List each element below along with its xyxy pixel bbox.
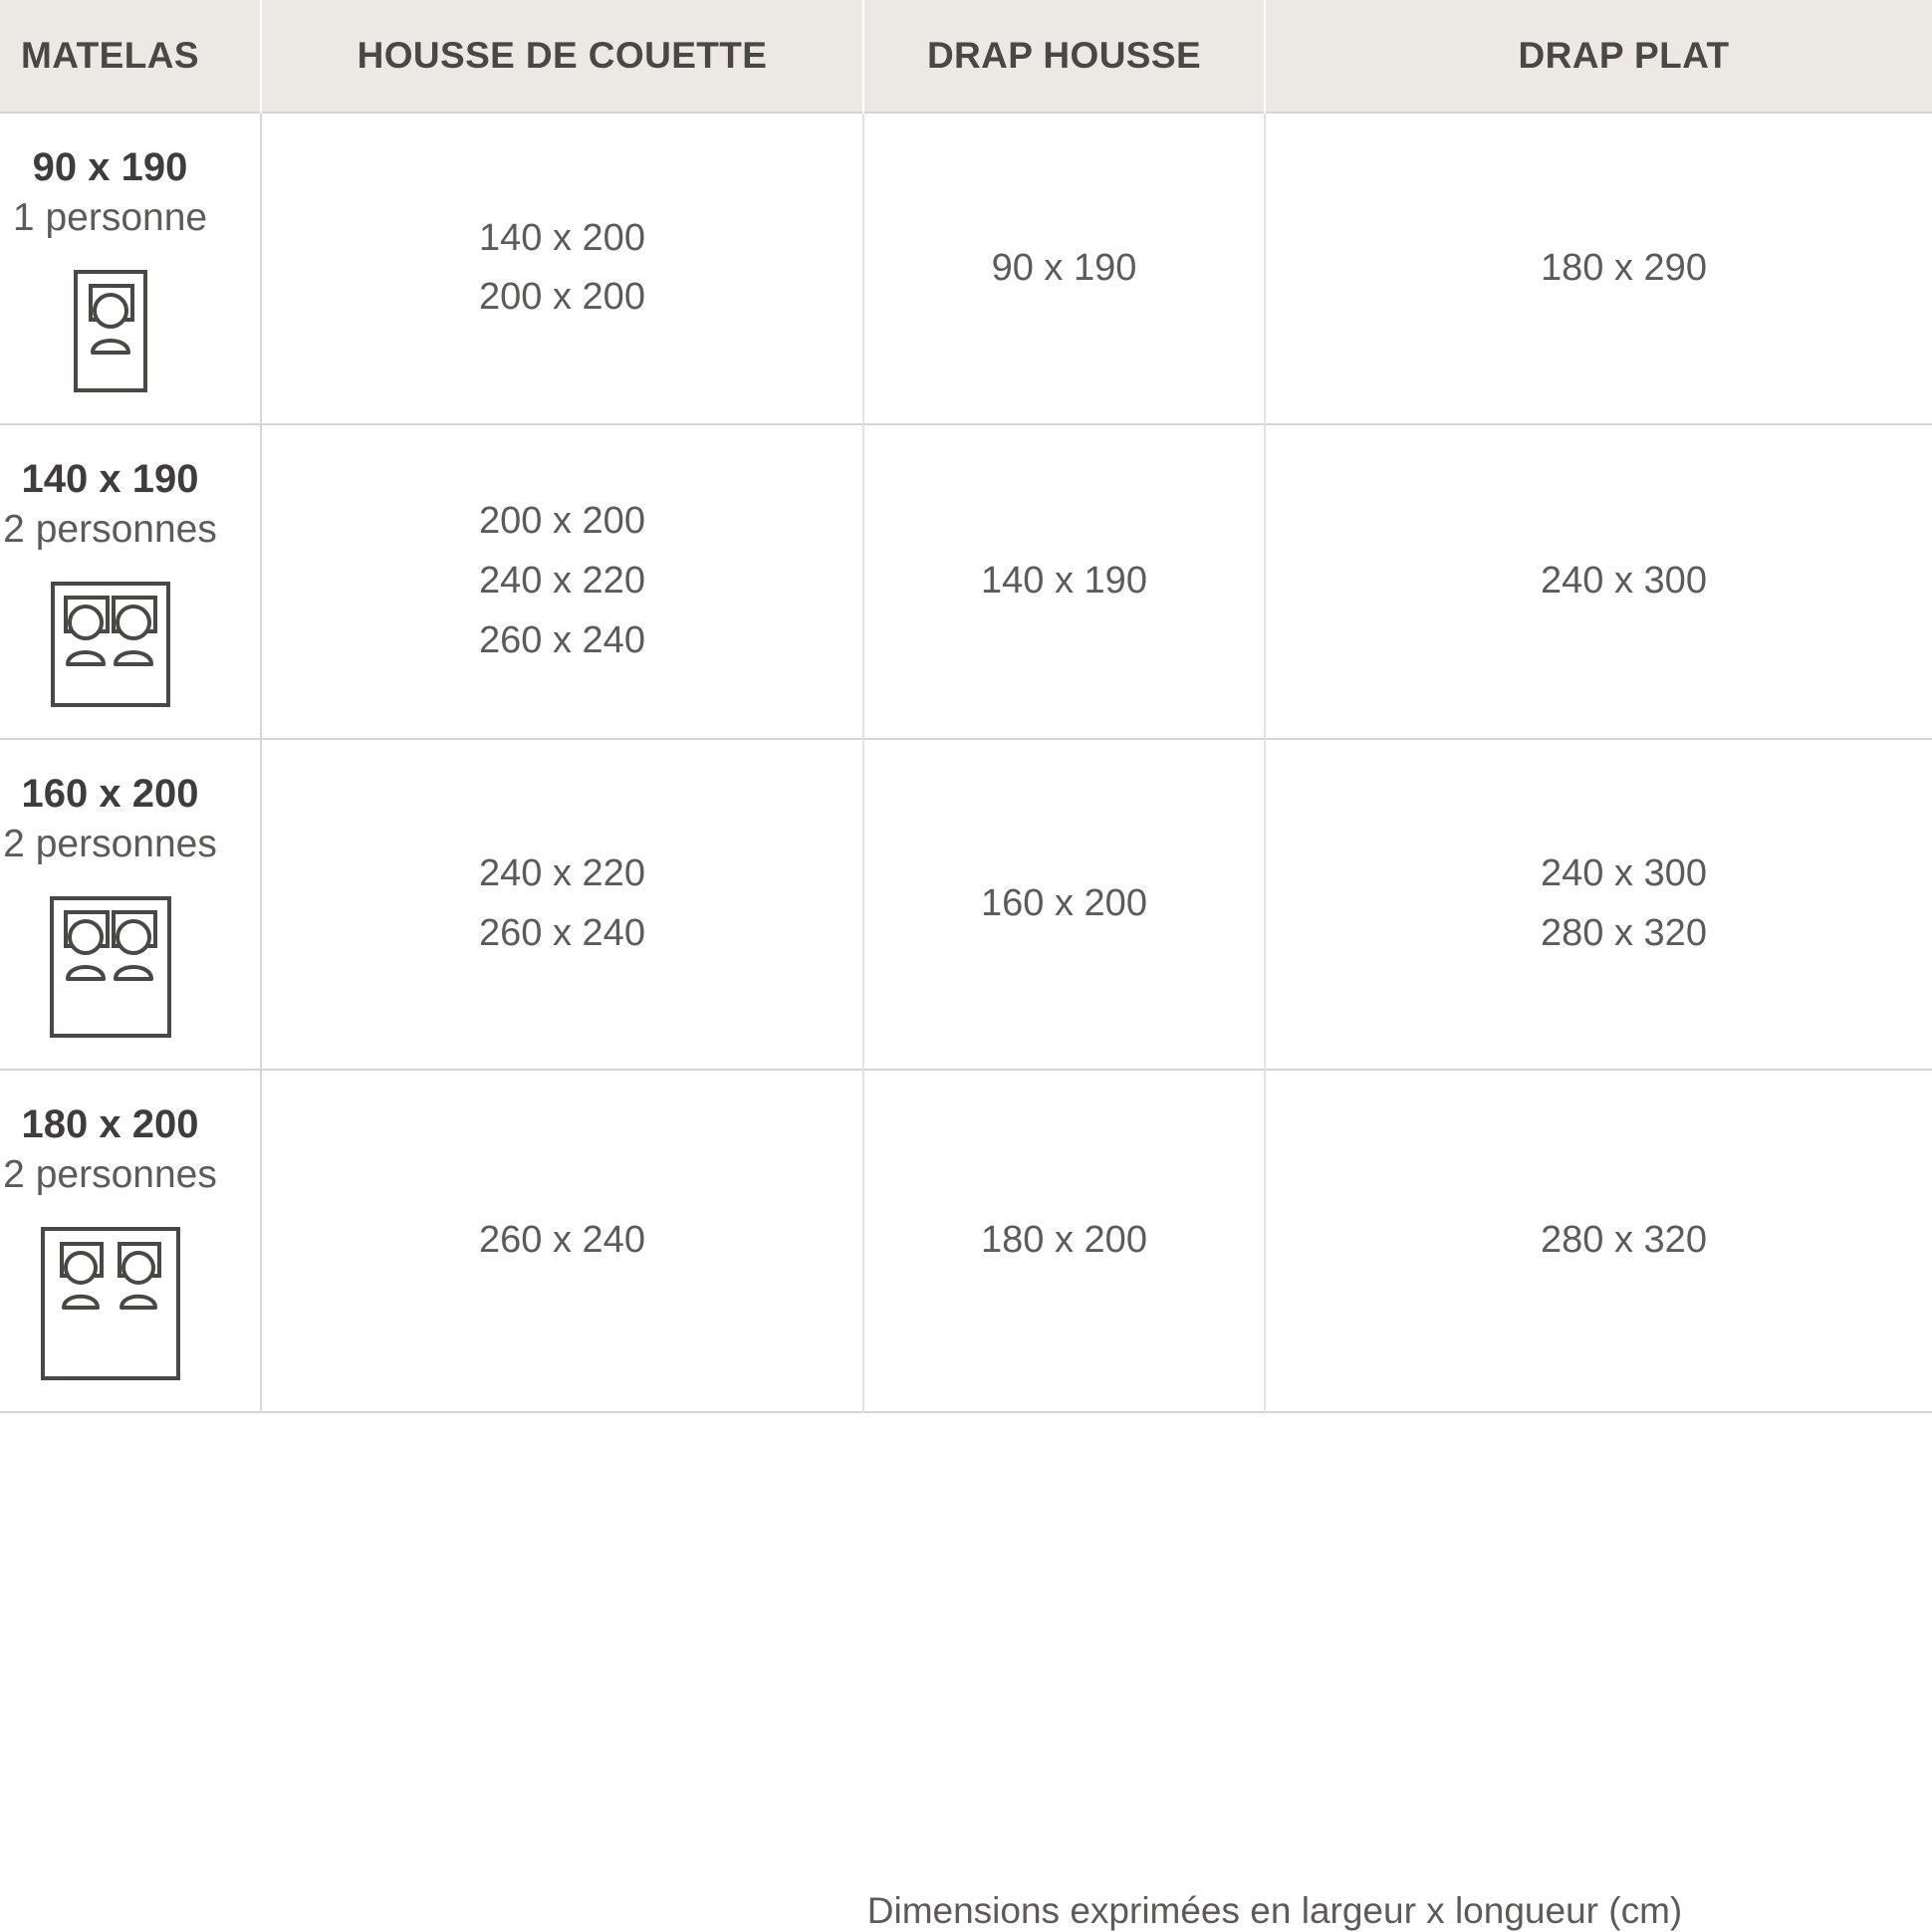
dimension-value: 240 x 220 (479, 559, 645, 602)
dimension-value: 90 x 190 (991, 246, 1137, 289)
matelas-cell: 90 x 190 1 personne (0, 113, 262, 424)
dimension-value: 200 x 200 (479, 500, 645, 543)
matelas-cell: 160 x 200 2 personnes (0, 738, 262, 1070)
column-header-housse-de-couette: HOUSSE DE COUETTE (261, 0, 864, 113)
table-row: 90 x 190 1 personne 140 x 200 200 x 200 (0, 113, 1932, 424)
housse-cell: 240 x 220 260 x 240 (261, 738, 864, 1070)
drap-housse-cell: 180 x 200 (863, 1069, 1266, 1412)
dimension-value: 200 x 200 (479, 276, 645, 319)
dimension-value: 280 x 320 (1541, 911, 1707, 954)
footnote-text: Dimensions exprimées en largeur x longue… (866, 1890, 1683, 1931)
drap-plat-cell: 240 x 300 (1265, 423, 1932, 739)
matelas-people-label: 1 personne (12, 196, 208, 239)
table-row: 140 x 190 2 personnes (0, 423, 1932, 739)
dimension-value: 260 x 240 (479, 618, 645, 661)
column-header-matelas: MATELAS (0, 0, 262, 113)
dimension-value: 140 x 190 (981, 559, 1147, 602)
matelas-people-label: 2 personnes (3, 822, 217, 865)
bed-2-persons-icon (50, 581, 170, 707)
table-row: 160 x 200 2 personnes (0, 738, 1932, 1070)
drap-plat-cell: 280 x 320 (1265, 1069, 1932, 1412)
bed-2-persons-icon (40, 1226, 180, 1380)
bed-2-persons-icon (49, 895, 171, 1038)
matelas-cell: 140 x 190 2 personnes (0, 423, 262, 739)
housse-cell: 140 x 200 200 x 200 (261, 113, 864, 424)
matelas-size-label: 160 x 200 (21, 771, 199, 816)
header-row: MATELAS HOUSSE DE COUETTE DRAP HOUSSE DR… (0, 0, 1932, 113)
drap-plat-cell: 240 x 300 280 x 320 (1265, 738, 1932, 1070)
dimension-value: 260 x 240 (479, 911, 645, 954)
column-header-drap-plat: DRAP PLAT (1265, 0, 1932, 113)
table-row: 180 x 200 2 personnes (0, 1069, 1932, 1412)
matelas-size-label: 180 x 200 (21, 1101, 199, 1146)
dimension-value: 240 x 220 (479, 851, 645, 894)
bed-icon-container (0, 1226, 244, 1381)
dimension-value: 140 x 200 (479, 216, 645, 259)
dimension-value: 180 x 200 (981, 1218, 1147, 1261)
table-body: 90 x 190 1 personne 140 x 200 200 x 200 (0, 113, 1932, 1412)
dimension-value: 180 x 290 (1541, 246, 1707, 289)
dimension-value: 160 x 200 (981, 881, 1147, 924)
dimension-value: 260 x 240 (479, 1218, 645, 1261)
matelas-size-label: 140 x 190 (21, 456, 199, 501)
matelas-people-label: 2 personnes (3, 1152, 217, 1196)
drap-housse-cell: 140 x 190 (863, 423, 1266, 739)
table-header: MATELAS HOUSSE DE COUETTE DRAP HOUSSE DR… (0, 0, 1932, 113)
column-header-drap-housse: DRAP HOUSSE (863, 0, 1266, 113)
housse-cell: 200 x 200 240 x 220 260 x 240 (261, 423, 864, 739)
drap-housse-cell: 90 x 190 (863, 113, 1266, 424)
matelas-cell: 180 x 200 2 personnes (0, 1069, 262, 1412)
bed-linen-size-table: MATELAS HOUSSE DE COUETTE DRAP HOUSSE DR… (0, 0, 1932, 1412)
dimension-value: 280 x 320 (1541, 1218, 1707, 1261)
dimension-value: 240 x 300 (1541, 851, 1707, 894)
drap-plat-cell: 180 x 290 (1265, 113, 1932, 424)
housse-cell: 260 x 240 (261, 1069, 864, 1412)
bed-icon-container (0, 581, 244, 708)
bed-icon-container (0, 895, 244, 1039)
matelas-size-label: 90 x 190 (32, 145, 188, 189)
bed-icon-container (0, 269, 244, 393)
drap-housse-cell: 160 x 200 (863, 738, 1266, 1070)
dimension-value: 240 x 300 (1541, 559, 1707, 602)
bed-1-person-icon (73, 269, 147, 392)
matelas-people-label: 2 personnes (3, 507, 217, 551)
